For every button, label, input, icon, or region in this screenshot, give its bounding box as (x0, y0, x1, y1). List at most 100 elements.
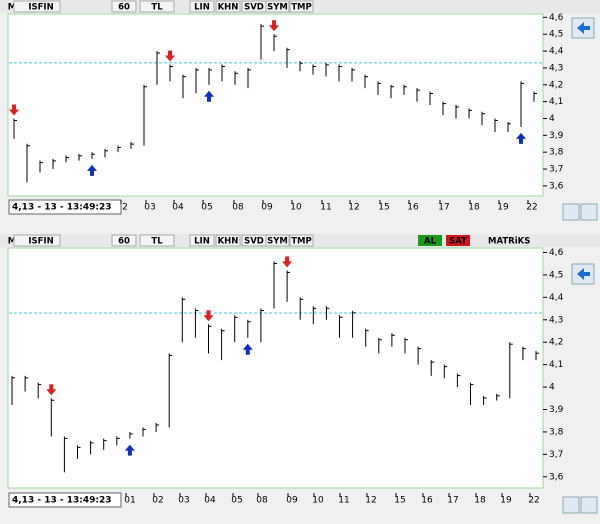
trade-button[interactable] (446, 235, 470, 246)
x-label: 12 (365, 496, 376, 506)
x-label: 2 (122, 203, 128, 213)
toolbar-button[interactable] (139, 0, 175, 13)
x-label: 11 (320, 203, 331, 213)
x-label: 15 (394, 496, 405, 506)
signal-arrow (9, 104, 19, 116)
x-label: 05 (201, 203, 212, 213)
toolbar-button[interactable] (13, 234, 61, 247)
plot-area (7, 13, 544, 197)
signal-arrow (87, 164, 97, 176)
toolbar-button[interactable] (13, 0, 61, 13)
x-label: 16 (407, 203, 419, 213)
signal-arrow (242, 343, 253, 355)
toolbar-button[interactable] (215, 234, 241, 247)
x-label: 03 (144, 203, 155, 213)
toolbar-label: KHN (218, 3, 239, 13)
y-tick-label: 3,6 (549, 472, 564, 482)
x-label: 11 (338, 496, 349, 506)
status: 4,13 - 13 - 13:49:23 (12, 203, 112, 213)
tool-button[interactable] (562, 496, 580, 514)
y-tick-label: 3,6 (549, 181, 564, 191)
x-label: 16 (421, 496, 433, 506)
x-label: 17 (438, 203, 449, 213)
trade-button[interactable] (418, 235, 442, 246)
trade-button-label: SAT (449, 237, 467, 247)
toolbar-label: 60 (118, 237, 130, 247)
y-tick-label: 4,4 (549, 293, 564, 303)
signal-arrow (204, 90, 214, 102)
toolbar-label: TMP (291, 3, 312, 13)
plot-area (7, 247, 544, 489)
toolbar-label: LIN (194, 237, 210, 247)
x-label: 02 (152, 496, 163, 506)
toolbar-button[interactable] (215, 0, 241, 13)
x-label: 19 (497, 203, 509, 213)
toolbar-button[interactable] (289, 0, 314, 13)
y-tick-label: 4 (549, 114, 555, 124)
toolbar-button[interactable] (265, 234, 290, 247)
toolbar-button[interactable] (189, 234, 215, 247)
toolbar-label: M (8, 3, 16, 13)
y-tick-label: 4 (549, 383, 555, 393)
y-tick-label: 4,4 (549, 47, 564, 57)
x-label: 03 (178, 496, 189, 506)
x-label: 09 (261, 203, 273, 213)
status-box (8, 492, 122, 508)
toolbar-button[interactable] (189, 0, 215, 13)
y-tick-label: 4,5 (549, 30, 563, 40)
y-tick-label: 4,3 (549, 63, 563, 73)
toolbar-button[interactable] (265, 0, 290, 13)
y-tick-label: 3,8 (549, 148, 564, 158)
toolbar-button[interactable] (289, 234, 314, 247)
toolbar-label: ISFIN (28, 3, 53, 13)
y-tick-label: 3,9 (549, 405, 564, 415)
brand: MATRiKS (488, 237, 530, 247)
x-label: 15 (378, 203, 389, 213)
y-tick-label: 4,2 (549, 80, 563, 90)
y-tick-label: 3,7 (549, 165, 563, 175)
tool-button[interactable] (562, 203, 580, 221)
x-label: 09 (286, 496, 298, 506)
tool-button[interactable] (580, 496, 598, 514)
toolbar-label: ISFIN (28, 237, 53, 247)
toolbar-label: TL (151, 3, 163, 13)
signal-arrow (203, 310, 214, 322)
toolbar-button[interactable] (111, 0, 137, 13)
toolbar-label: KHN (218, 237, 239, 247)
status-box (8, 199, 122, 215)
x-label: 22 (526, 203, 537, 213)
x-label: 22 (528, 496, 539, 506)
x-label: 17 (447, 496, 458, 506)
y-tick-label: 4,1 (549, 97, 563, 107)
y-tick-label: 4,1 (549, 360, 563, 370)
signal-arrow (46, 384, 57, 396)
toolbar-label: 60 (118, 3, 130, 13)
x-label: 05 (231, 496, 242, 506)
y-tick-label: 4,6 (549, 13, 564, 23)
signal-arrow (516, 132, 526, 144)
toolbar-label: SVD (244, 237, 264, 247)
toolbar-label: M (8, 237, 16, 247)
x-label: 01 (124, 496, 135, 506)
toolbar-label: LIN (194, 3, 210, 13)
signal-arrow (124, 444, 135, 456)
y-tick-label: 4,6 (549, 248, 564, 258)
arrow-icon (577, 268, 590, 280)
toolbar-label: SVD (244, 3, 264, 13)
status: 4,13 - 13 - 13:49:23 (12, 496, 112, 506)
toolbar-label: SYM (267, 3, 288, 13)
toolbar-button[interactable] (139, 234, 175, 247)
y-tick-label: 4,3 (549, 315, 563, 325)
x-label: 10 (290, 203, 302, 213)
x-label: 18 (474, 496, 486, 506)
toolbar-label: TMP (291, 237, 312, 247)
y-tick-label: 3,8 (549, 427, 564, 437)
y-tick-label: 3,9 (549, 131, 564, 141)
y-tick-label: 3,7 (549, 450, 563, 460)
tool-button[interactable] (580, 203, 598, 221)
toolbar-button[interactable] (111, 234, 137, 247)
signal-arrow (165, 50, 175, 62)
arrow-icon (577, 22, 590, 34)
